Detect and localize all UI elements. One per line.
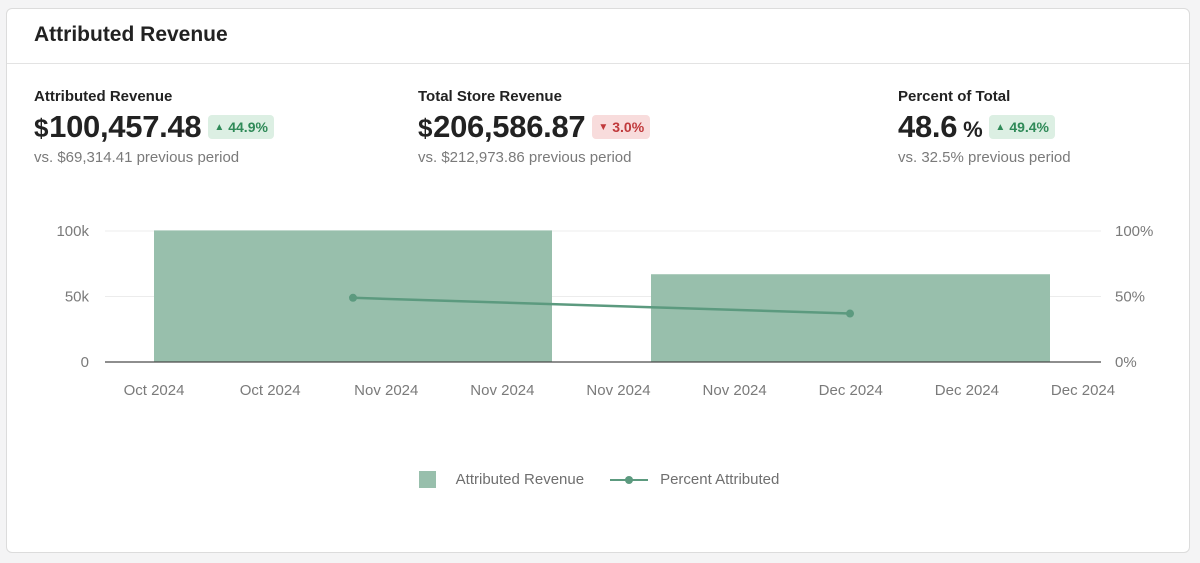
chart-legend: Attributed Revenue Percent Attributed	[7, 471, 1191, 488]
bar-attributed-revenue	[651, 274, 1050, 362]
x-tick-label: Nov 2024	[470, 382, 534, 399]
x-tick-label: Dec 2024	[1051, 382, 1115, 399]
revenue-chart: 0 50k 100k 0% 50% 100% Oct 2024 Oct 2024 Nov 202…	[56, 223, 1153, 399]
metric-comparison: vs. 32.5% previous period	[898, 149, 1071, 166]
metric-unit: %	[963, 117, 983, 142]
point-percent-attributed	[846, 309, 854, 318]
metric-label: Total Store Revenue	[418, 88, 562, 105]
x-tick-label: Nov 2024	[586, 382, 650, 399]
metric-value: $100,457.48	[34, 109, 202, 145]
metric-value: 48.6%	[898, 109, 983, 145]
metric-label: Attributed Revenue	[34, 88, 173, 105]
legend-label: Percent Attributed	[660, 471, 780, 488]
x-tick-label: Dec 2024	[935, 382, 999, 399]
card-header: Attributed Revenue	[7, 9, 1189, 64]
point-percent-attributed	[349, 293, 357, 302]
metric-number: 48.6	[898, 109, 958, 144]
metric-comparison: vs. $69,314.41 previous period	[34, 149, 240, 166]
legend-item-attributed-revenue[interactable]: Attributed Revenue	[418, 471, 585, 488]
metric-comparison: vs. $212,973.86 previous period	[418, 149, 632, 166]
metric-number: 206,586.87	[433, 109, 586, 144]
triangle-up-icon: ▲	[995, 121, 1006, 133]
change-badge: ▼ 3.0%	[592, 115, 651, 139]
change-value: 3.0%	[612, 119, 645, 135]
metric-number: 100,457.48	[49, 109, 202, 144]
triangle-up-icon: ▲	[214, 121, 225, 133]
x-tick-label: Dec 2024	[819, 382, 883, 399]
legend-label: Attributed Revenue	[455, 471, 585, 488]
y-tick-label-left: 50k	[65, 289, 90, 306]
y-tick-label-left: 0	[81, 354, 89, 371]
y-tick-label-left: 100k	[56, 223, 89, 240]
card-title: Attributed Revenue	[34, 23, 228, 46]
line-percent-attributed	[352, 296, 851, 315]
legend-item-percent-attributed[interactable]: Percent Attributed	[584, 471, 779, 488]
change-value: 44.9%	[228, 119, 268, 135]
legend-line-marker	[610, 475, 649, 484]
y-tick-label-right: 50%	[1115, 289, 1145, 306]
x-tick-label: Oct 2024	[124, 382, 185, 399]
metric-label: Percent of Total	[898, 88, 1011, 105]
currency-symbol: $	[418, 113, 433, 143]
change-value: 49.4%	[1009, 119, 1050, 135]
metric-attributed-revenue: Attributed Revenue $100,457.48 ▲ 44.9% vs…	[34, 88, 274, 166]
metric-value: $206,586.87	[418, 109, 586, 145]
change-badge: ▲ 49.4%	[989, 115, 1056, 139]
legend-swatch	[418, 471, 436, 488]
metric-total-store-revenue: Total Store Revenue $206,586.87 ▼ 3.0% vs…	[418, 88, 651, 166]
attributed-revenue-card: Attributed Revenue Attributed Revenue $1…	[6, 8, 1190, 553]
x-tick-label: Oct 2024	[240, 382, 301, 399]
change-badge: ▲ 44.9%	[208, 115, 274, 139]
triangle-down-icon: ▼	[598, 121, 609, 133]
x-tick-label: Nov 2024	[354, 382, 418, 399]
y-tick-label-right: 0%	[1115, 354, 1137, 371]
x-tick-label: Nov 2024	[703, 382, 767, 399]
y-tick-label-right: 100%	[1115, 223, 1153, 240]
metric-percent-of-total: Percent of Total 48.6% ▲ 49.4% vs. 32.5% …	[898, 88, 1071, 166]
currency-symbol: $	[34, 113, 49, 143]
